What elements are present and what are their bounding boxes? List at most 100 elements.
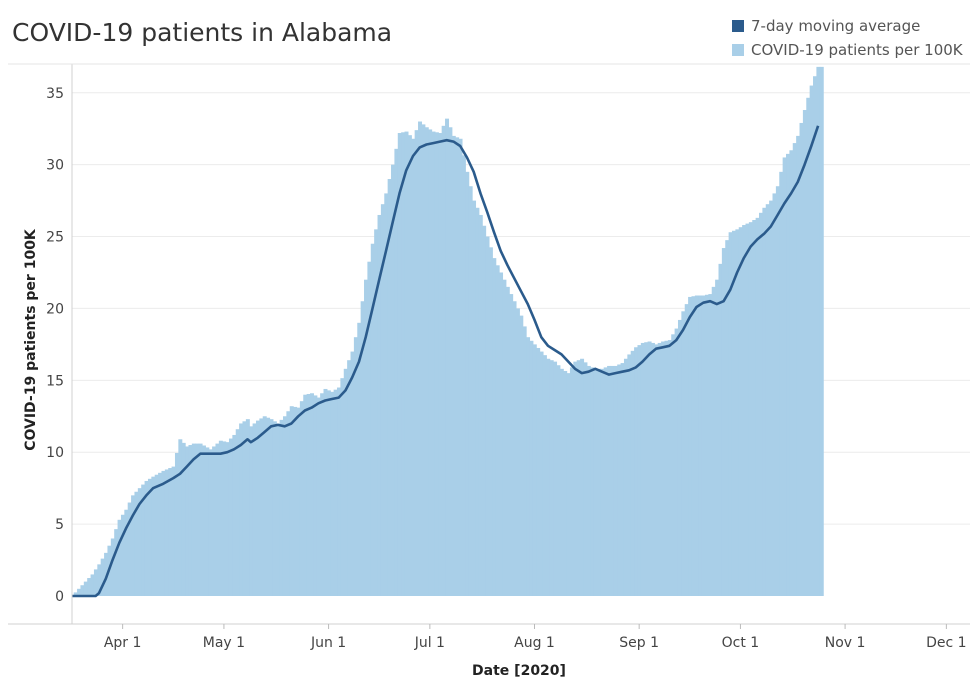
patients-bar [235,429,240,596]
patients-bar [647,341,652,596]
patients-bar [495,265,500,596]
patients-bar [580,358,585,596]
patients-bar [816,66,821,597]
patients-bar [532,344,537,596]
patients-bar [266,417,271,596]
patients-bar [411,138,416,596]
patients-bar [563,370,568,596]
patients-bar [262,416,267,596]
patients-bar [407,135,412,596]
patients-bar [323,388,328,596]
patients-bar [704,294,709,596]
patients-bar [340,378,345,596]
patients-bar [596,368,601,596]
patients-bar [249,426,254,596]
patients-bar [684,304,689,596]
patients-bar [87,578,92,596]
y-axis-title: COVID-19 patients per 100K [23,228,39,451]
x-tick-label: Oct 1 [722,635,760,651]
patients-bars [73,66,824,597]
patients-bar [191,443,196,596]
patients-bar [303,394,308,596]
patients-bar [630,350,635,596]
patients-bar [195,443,200,596]
patients-bar [691,296,696,596]
patients-bar [387,179,392,596]
patients-bar [185,446,190,596]
patients-bar [255,420,260,596]
patients-bar [313,395,318,596]
patients-bar [131,495,136,596]
patients-bar [759,212,763,596]
patients-bar [664,340,669,596]
x-tick-label: Dec 1 [926,635,966,651]
patients-bar [421,124,426,596]
patients-bar [586,365,591,596]
patients-bar [77,588,82,596]
patients-bar [404,131,409,597]
patients-bar [448,127,453,596]
patients-bar [418,121,423,596]
patients-bar [347,360,352,596]
x-tick-label: Jun 1 [310,635,346,651]
patients-bar [671,334,676,596]
patients-bar [316,397,321,596]
moving-average-path[interactable] [72,125,820,598]
patients-bar [232,434,237,596]
patients-bar [212,446,217,596]
x-tick-label: Nov 1 [825,635,866,651]
x-axis-title: Date [2020] [472,663,566,679]
patients-bar [617,364,622,596]
y-tick-label: 0 [55,589,64,605]
patients-bar [488,247,493,596]
patients-bar [640,342,645,596]
patients-bar [765,204,770,596]
patients-bar [286,411,291,596]
patients-bar [593,368,598,596]
patients-bar [120,514,125,596]
patients-bar [637,345,642,596]
patients-bar [380,204,385,596]
x-axis-ticks: Apr 1 May 1 Jun 1 Jul 1 Aug 1 Sep 1 Oct 1 Nov 1… [104,624,967,651]
legend-label-patients: COVID-19 patients per 100K [751,41,963,59]
patients-bar [374,229,379,596]
patients-bar [350,351,355,596]
patients-bar [478,214,483,597]
patients-bar [306,393,311,596]
patients-bar [715,279,720,596]
patients-bar [434,132,439,596]
legend-item-moving-average[interactable]: 7-day moving average [732,14,963,38]
patients-bar [279,419,284,596]
patients-bar [282,416,287,596]
y-tick-label: 25 [46,230,64,246]
legend-item-patients[interactable]: COVID-19 patients per 100K [732,38,963,62]
patients-bar [384,193,389,597]
patients-bar [289,406,294,596]
patients-bar [97,564,102,596]
y-tick-label: 5 [55,517,64,533]
patients-bar [438,133,443,596]
patients-bar [650,342,655,596]
patients-bar [728,232,733,596]
patients-bar [657,342,662,596]
y-tick-label: 10 [46,445,64,461]
patients-bar [458,138,463,596]
patients-bar [394,148,399,596]
patients-bar [465,171,470,597]
patients-bar [360,301,365,596]
patients-bar [364,279,368,596]
patients-bar [377,214,382,597]
patients-bar [556,365,561,596]
patients-bar [809,85,814,596]
patients-bar [124,509,129,596]
patients-bar [461,155,466,596]
patients-bar [239,423,244,596]
patients-bar [694,295,699,596]
patients-bar [806,97,811,597]
patients-bar [519,315,524,596]
patients-bar [198,443,203,596]
patients-bar [222,441,227,596]
patients-bar [218,440,223,596]
patients-bar [397,133,402,596]
